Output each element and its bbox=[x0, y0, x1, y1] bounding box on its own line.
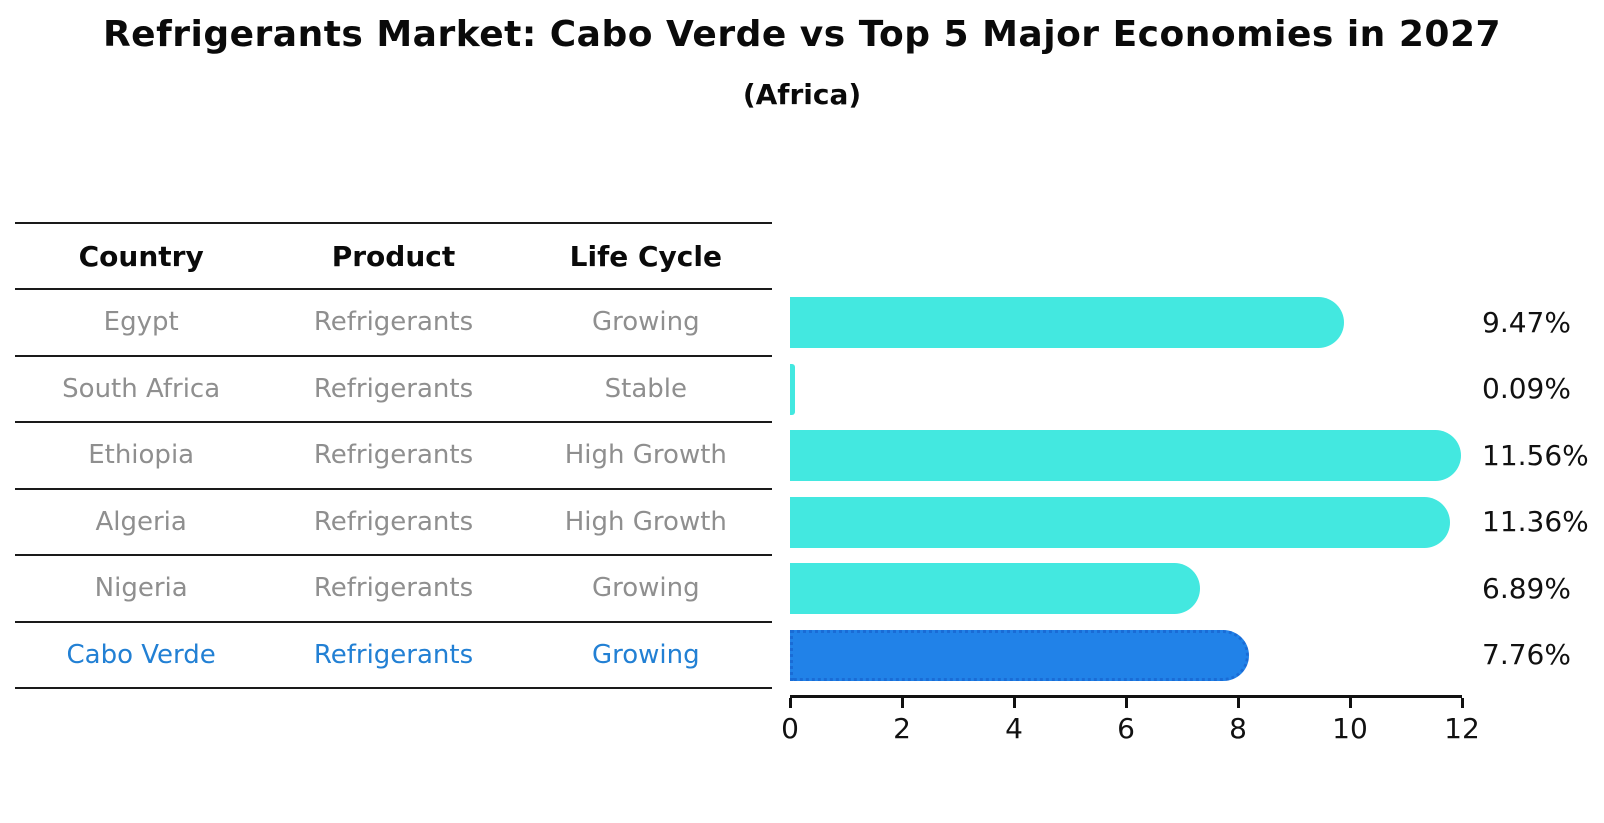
table-row: South Africa Refrigerants Stable bbox=[15, 357, 772, 423]
value-label: 11.36% bbox=[1482, 505, 1589, 538]
table-row: Ethiopia Refrigerants High Growth bbox=[15, 423, 772, 490]
country-cell: South Africa bbox=[62, 373, 221, 404]
product-cell: Refrigerants bbox=[313, 639, 474, 670]
lifecycle-cell: High Growth bbox=[564, 440, 727, 471]
column-header-country: Country bbox=[78, 239, 204, 273]
chart-title: Refrigerants Market: Cabo Verde vs Top 5… bbox=[102, 14, 1502, 55]
x-tick-label: 6 bbox=[1117, 712, 1135, 745]
x-axis bbox=[790, 695, 1462, 698]
product-cell: Refrigerants bbox=[313, 506, 474, 537]
value-label: 7.76% bbox=[1482, 638, 1571, 671]
product-cell: Refrigerants bbox=[313, 373, 474, 404]
x-tick bbox=[1460, 698, 1464, 708]
country-table: Country Product Life Cycle Egypt Refrige… bbox=[15, 222, 772, 689]
highlight-bar bbox=[790, 629, 1249, 681]
x-tick bbox=[1012, 698, 1016, 708]
value-label: 6.89% bbox=[1482, 571, 1571, 605]
value-label: 11.56% bbox=[1482, 438, 1589, 472]
bar bbox=[790, 496, 1451, 548]
x-tick bbox=[1348, 698, 1352, 708]
column-header-product: Product bbox=[331, 239, 456, 273]
table-row-cabo-verde: Cabo Verde Refrigerants Growing bbox=[15, 623, 772, 689]
x-tick-label: 4 bbox=[1005, 712, 1023, 745]
x-tick bbox=[900, 698, 904, 708]
column-header-lifecycle: Life Cycle bbox=[569, 239, 722, 273]
bar-chart: 9.47% 0.09% 11.56% 11.36% 6.89% 7.76% 0 2 4 6 8 10 1… bbox=[781, 222, 1589, 745]
value-label: 0.09% bbox=[1482, 372, 1571, 405]
lifecycle-cell: Stable bbox=[604, 373, 687, 404]
x-tick-label: 0 bbox=[781, 712, 799, 745]
country-cell: Algeria bbox=[95, 506, 187, 537]
lifecycle-cell: High Growth bbox=[564, 506, 727, 537]
bar bbox=[790, 363, 796, 415]
x-tick-label: 2 bbox=[893, 712, 911, 745]
country-cell: Cabo Verde bbox=[66, 639, 216, 670]
lifecycle-cell: Growing bbox=[591, 573, 700, 604]
x-tick-label: 12 bbox=[1444, 712, 1480, 745]
country-cell: Nigeria bbox=[94, 573, 188, 604]
x-tick-label: 10 bbox=[1332, 712, 1368, 745]
country-cell: Ethiopia bbox=[88, 440, 195, 471]
x-tick bbox=[1236, 698, 1240, 708]
value-label: 9.47% bbox=[1482, 305, 1571, 339]
table-row: Egypt Refrigerants Growing bbox=[15, 290, 772, 357]
x-tick bbox=[1124, 698, 1128, 708]
table-header-row: Country Product Life Cycle bbox=[15, 222, 772, 290]
bar bbox=[790, 563, 1200, 614]
x-tick bbox=[788, 698, 792, 708]
product-cell: Refrigerants bbox=[313, 307, 474, 338]
table-row: Algeria Refrigerants High Growth bbox=[15, 490, 772, 556]
product-cell: Refrigerants bbox=[313, 440, 474, 471]
lifecycle-cell: Growing bbox=[591, 307, 700, 338]
chart-subtitle: (Africa) bbox=[742, 78, 862, 111]
bar bbox=[790, 430, 1462, 481]
x-tick-label: 8 bbox=[1229, 712, 1247, 745]
table-row: Nigeria Refrigerants Growing bbox=[15, 556, 772, 623]
country-cell: Egypt bbox=[103, 307, 179, 338]
product-cell: Refrigerants bbox=[313, 573, 474, 604]
bar bbox=[790, 297, 1345, 348]
lifecycle-cell: Growing bbox=[591, 639, 700, 670]
